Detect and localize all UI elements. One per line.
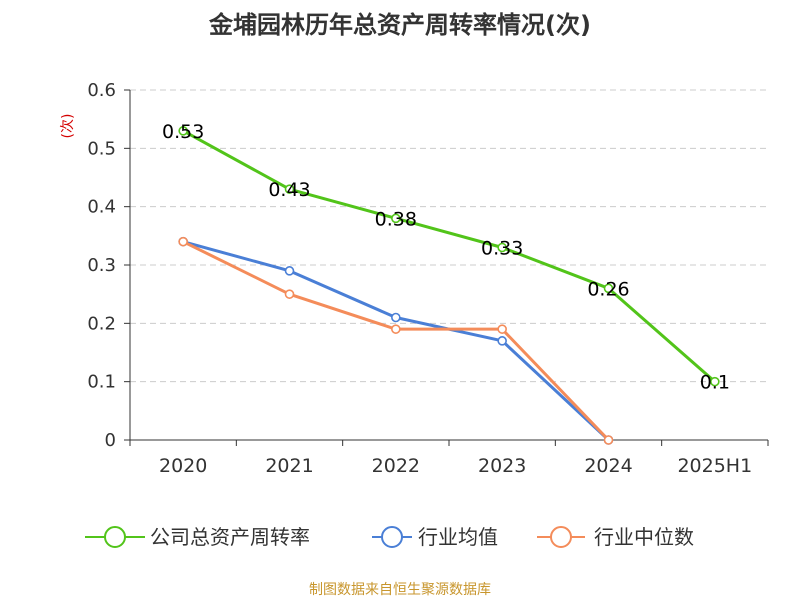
legend-marker [550,526,572,548]
industry-avg-series-point [497,336,507,346]
data-label: 0.53 [162,121,204,143]
x-tick-label: 2025H1 [677,455,752,477]
company-series-point [497,242,507,253]
legend-marker [104,526,126,548]
company-series-point [603,283,614,294]
source-note: 制图数据来自恒生聚源数据库 [309,582,491,598]
industry-avg-series-point [391,312,401,323]
x-tick-label: 2022 [372,455,420,477]
data-label: 0.26 [587,278,629,300]
data-label: 0.33 [481,238,523,260]
axes: 0 0.1 0.2 0.3 0.4 0.5 0.6 2020 2021 2022 2023 2024 2… [87,80,769,477]
x-tick-label: 2020 [159,455,207,477]
industry-median-series-point [178,236,188,247]
legend: 公司总资产周转率 行业均值 行业中位数 [85,525,694,549]
data-label: 0.1 [700,372,730,394]
chart-title: 金埔园林历年总资产周转率情况(次) [208,11,591,39]
y-tick-label: 0.1 [87,372,116,393]
industry-median-series-point [603,435,614,445]
company-series-point [710,376,720,387]
industry-avg-series-point [284,266,295,276]
x-tick-label: 2021 [265,455,313,477]
legend-label: 行业中位数 [594,525,694,549]
legend-label: 行业均值 [418,525,498,549]
data-label: 0.43 [268,179,310,201]
series-layer [178,126,720,445]
company-series-point [178,126,188,136]
y-tick-label: 0.6 [87,80,116,101]
industry-median-series-point [497,324,507,334]
industry-median-series-line [181,240,610,442]
x-tick-label: 2023 [478,455,526,477]
y-tick-label: 0.5 [87,138,116,159]
industry-median-series-point [284,289,295,299]
y-tick-label: 0.3 [87,255,116,276]
industry-median-series-point [391,324,401,334]
industry-avg-series-line [181,240,610,442]
y-axis-unit: (次) [60,114,76,139]
y-tick-label: 0 [105,430,116,451]
legend-marker [381,526,403,548]
data-labels: 0.53 0.43 0.38 0.33 0.26 0.1 [162,121,730,394]
y-tick-label: 0.4 [87,197,116,218]
company-series-line [181,129,717,384]
grid [130,89,768,383]
legend-label: 公司总资产周转率 [150,525,310,549]
company-series-point [391,213,401,224]
data-label: 0.38 [375,208,417,230]
y-tick-label: 0.2 [87,313,116,334]
company-series-point [284,184,295,194]
x-tick-label: 2024 [584,455,632,477]
